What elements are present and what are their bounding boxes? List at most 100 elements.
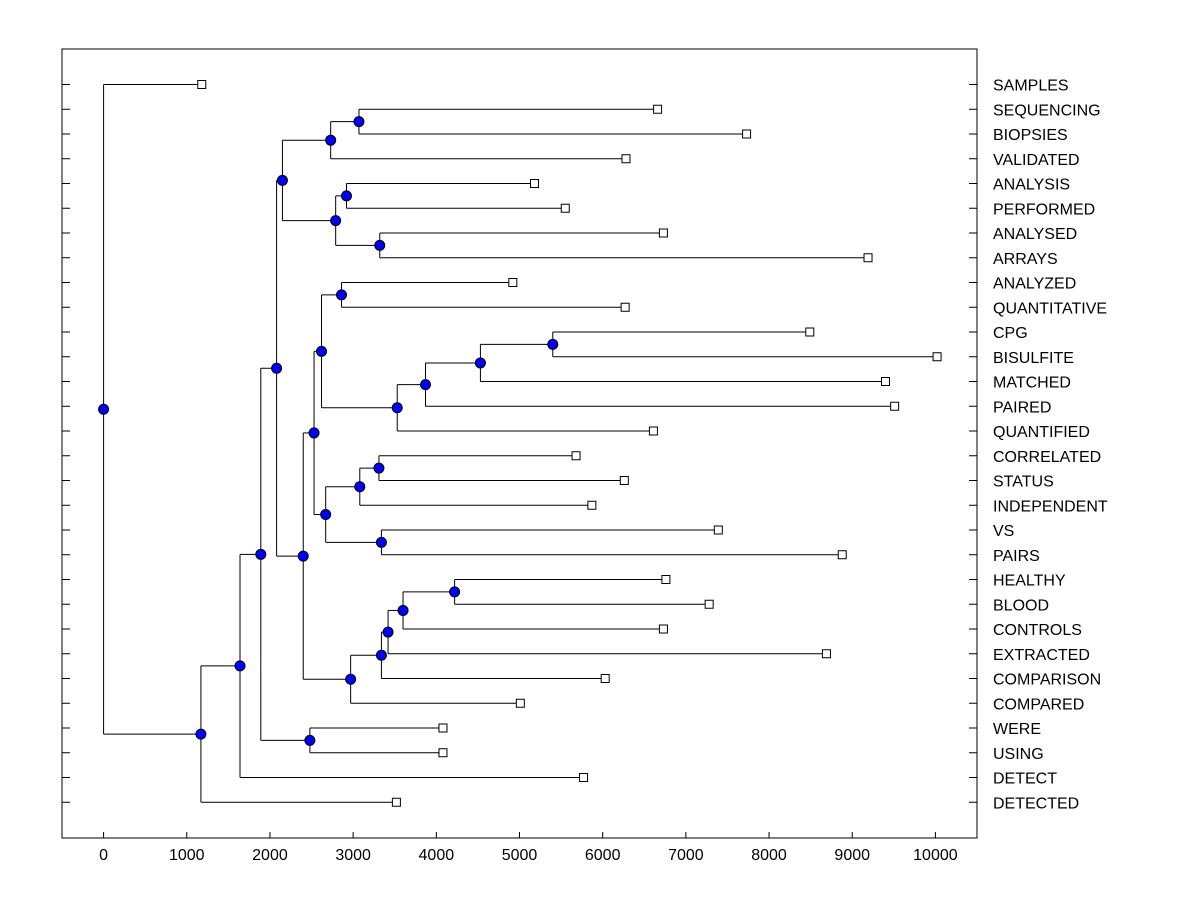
merge-node [354, 481, 366, 493]
leaf-marker [653, 104, 663, 114]
leaf-marker [579, 773, 589, 782]
leaf-marker [658, 624, 668, 634]
y-tick-marks [62, 84, 977, 803]
merge-node [340, 190, 352, 202]
leaf-marker [837, 550, 847, 560]
leaf-marker [648, 426, 658, 436]
leaf-label: CPG [993, 325, 1028, 342]
merge-node [297, 550, 309, 562]
leaf-marker [197, 80, 207, 89]
merge-node [320, 509, 332, 521]
merge-node [391, 402, 403, 414]
merge-node [330, 215, 342, 227]
leaf-label: QUANTIFIED [993, 424, 1090, 441]
leaf-marker [713, 525, 723, 535]
leaf-marker [658, 228, 668, 238]
merge-node [374, 239, 386, 251]
plot-frame [61, 48, 978, 839]
leaf-label: CONTROLS [993, 622, 1082, 639]
leaf-label: SEQUENCING [993, 102, 1101, 119]
leaf-marker [529, 179, 539, 188]
merge-node [98, 403, 110, 415]
x-tick-label: 5000 [502, 847, 538, 864]
x-tick-label: 3000 [335, 847, 371, 864]
leaf-label: EXTRACTED [993, 647, 1090, 664]
merge-node [255, 548, 267, 560]
x-tick-label: 0 [99, 847, 108, 864]
leaf-marker [515, 698, 525, 708]
leaf-label: WERE [993, 721, 1041, 738]
x-tick-label: 9000 [834, 847, 870, 864]
leaf-marker [704, 599, 714, 609]
x-tick-label: 10000 [913, 847, 958, 864]
leaf-labels: SAMPLES SEQUENCING BIOPSIES VALIDATED ANALYS… [993, 78, 1108, 813]
leaf-label: COMPARED [993, 696, 1084, 713]
x-tick-label: 4000 [419, 847, 455, 864]
leaf-label: PERFORMED [993, 201, 1095, 218]
leaf-label: COMPARISON [993, 672, 1101, 689]
merge-node [325, 134, 337, 146]
leaf-marker [391, 797, 401, 807]
leaf-markers [197, 80, 942, 807]
leaf-marker [881, 377, 890, 386]
leaf-label: ARRAYS [993, 251, 1058, 268]
x-tick-label: 6000 [585, 847, 621, 864]
leaf-label: PAIRS [993, 548, 1040, 565]
leaf-label: HEALTHY [993, 573, 1066, 590]
x-tick-label: 2000 [252, 847, 288, 864]
leaf-label: VS [993, 523, 1014, 540]
leaf-label: INDEPENDENT [993, 498, 1108, 515]
leaf-label: ANALYSED [993, 226, 1077, 243]
merge-nodes [98, 116, 559, 746]
x-axis-ticks: 0 1000 2000 3000 4000 5000 6000 7000 8000 9000 100… [99, 832, 958, 864]
merge-node [345, 673, 357, 685]
leaf-label: DETECTED [993, 795, 1079, 812]
leaf-marker [587, 500, 597, 510]
merge-node [449, 586, 461, 598]
leaf-label: VALIDATED [993, 152, 1080, 169]
leaf-marker [863, 253, 873, 263]
leaf-marker [600, 674, 610, 683]
leaf-marker [932, 352, 942, 362]
leaf-marker [560, 203, 570, 213]
leaf-label: ANALYZED [993, 276, 1076, 293]
leaf-label: MATCHED [993, 375, 1071, 392]
leaf-marker [508, 278, 518, 287]
merge-node [276, 174, 288, 186]
leaf-marker [661, 575, 671, 584]
merge-node [382, 626, 394, 638]
merge-node [397, 604, 409, 616]
leaf-label: STATUS [993, 474, 1054, 491]
leaf-marker [805, 327, 815, 337]
leaf-label: USING [993, 746, 1044, 763]
merge-node [316, 345, 328, 357]
x-tick-label: 7000 [668, 847, 704, 864]
merge-node [304, 734, 316, 746]
leaf-marker [821, 649, 831, 659]
merge-node [373, 462, 385, 474]
leaf-marker [620, 302, 630, 312]
merge-node [547, 338, 559, 350]
x-tick-label: 8000 [751, 847, 787, 864]
merge-node [353, 116, 365, 128]
merge-node [195, 728, 207, 740]
merge-node [234, 660, 246, 672]
leaf-label: PAIRED [993, 399, 1051, 416]
leaf-label: CORRELATED [993, 449, 1101, 466]
leaf-label: BLOOD [993, 597, 1049, 614]
leaf-label: QUANTITATIVE [993, 300, 1107, 317]
merge-node [474, 357, 486, 369]
merge-node [335, 289, 347, 301]
x-tick-label: 1000 [169, 847, 205, 864]
merge-node [271, 362, 283, 374]
leaf-label: BISULFITE [993, 350, 1074, 367]
merge-node [420, 379, 432, 391]
branch-lines [103, 84, 938, 803]
leaf-marker [621, 154, 631, 164]
leaf-marker [438, 723, 448, 733]
leaf-marker [742, 129, 752, 139]
leaf-label: SAMPLES [993, 78, 1069, 95]
leaf-label: DETECT [993, 771, 1057, 788]
merge-node [375, 649, 387, 661]
merge-node [308, 427, 320, 439]
